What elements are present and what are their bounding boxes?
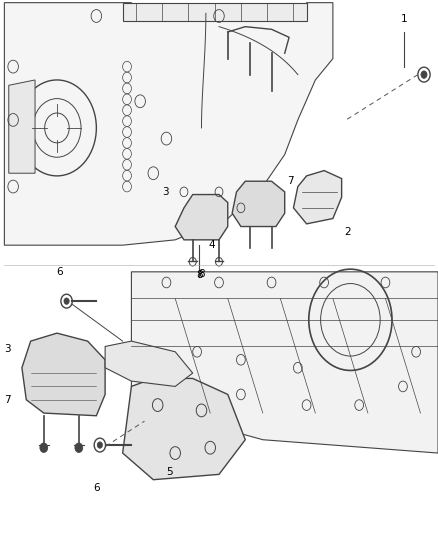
Polygon shape	[175, 195, 228, 240]
Circle shape	[196, 273, 203, 281]
Polygon shape	[4, 3, 333, 245]
Polygon shape	[123, 3, 307, 21]
Text: 6: 6	[56, 267, 63, 277]
Text: 3: 3	[162, 187, 169, 197]
Circle shape	[75, 443, 83, 453]
Polygon shape	[105, 341, 193, 386]
Text: 5: 5	[166, 467, 173, 477]
Polygon shape	[123, 378, 245, 480]
Polygon shape	[232, 181, 285, 227]
Polygon shape	[22, 333, 105, 416]
FancyBboxPatch shape	[0, 266, 438, 533]
Circle shape	[421, 71, 427, 78]
Text: 8: 8	[198, 269, 205, 279]
Circle shape	[97, 442, 102, 448]
Text: 7: 7	[4, 395, 11, 405]
Text: 7: 7	[287, 176, 293, 186]
Polygon shape	[9, 80, 35, 173]
Polygon shape	[131, 272, 438, 453]
Text: 4: 4	[208, 240, 215, 250]
Circle shape	[64, 298, 69, 304]
Text: 1: 1	[400, 14, 407, 24]
Text: 8: 8	[196, 270, 203, 280]
FancyBboxPatch shape	[0, 0, 438, 266]
Circle shape	[40, 443, 48, 453]
Text: 2: 2	[344, 227, 350, 237]
Text: 3: 3	[4, 344, 11, 354]
Polygon shape	[293, 171, 342, 224]
Text: 6: 6	[93, 483, 100, 492]
